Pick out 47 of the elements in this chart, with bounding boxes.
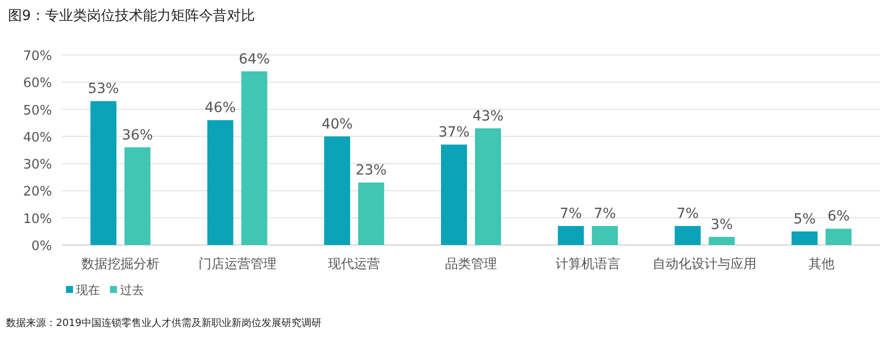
data-label: 36%: [122, 127, 153, 144]
x-tick-label: 门店运营管理: [198, 256, 276, 272]
data-label: 40%: [322, 116, 353, 132]
bar: [358, 182, 384, 245]
x-tick-label: 其他: [808, 257, 835, 272]
y-tick-label: 50%: [23, 103, 52, 118]
x-tick-label: 自动化设计与应用: [652, 256, 757, 272]
data-label: 37%: [438, 124, 470, 141]
data-label: 7%: [676, 206, 699, 222]
bar: [674, 226, 701, 245]
legend-label: 过去: [120, 283, 144, 297]
x-tick-label: 计算机语言: [555, 256, 620, 272]
chart-title: 图9：专业类岗位技术能力矩阵今昔对比: [8, 8, 255, 24]
source-note: 数据来源：2019中国连锁零售业人才供需及新职业新岗位发展研究调研: [6, 317, 322, 329]
bar: [558, 226, 584, 245]
bar: [792, 231, 818, 245]
data-label: 43%: [472, 108, 504, 124]
bar: [826, 228, 852, 245]
bar: [441, 144, 467, 245]
y-tick-label: 60%: [23, 76, 52, 92]
data-label: 23%: [356, 162, 387, 179]
x-tick-label: 数据挖掘分析: [81, 257, 160, 272]
y-tick-label: 0%: [31, 239, 52, 254]
bar: [124, 147, 150, 245]
y-tick-label: 20%: [23, 184, 52, 200]
legend-label: 现在: [76, 283, 100, 297]
bar: [324, 136, 350, 245]
data-label: 5%: [793, 211, 816, 228]
data-label: 53%: [88, 81, 119, 98]
bar: [708, 236, 735, 245]
bar: [207, 120, 234, 245]
bar: [475, 128, 501, 245]
bar: [90, 101, 116, 245]
data-label: 3%: [710, 216, 733, 233]
y-tick-label: 10%: [23, 212, 52, 227]
data-label: 7%: [560, 206, 582, 222]
y-tick-label: 70%: [23, 49, 52, 64]
y-tick-label: 40%: [23, 130, 52, 146]
data-label: 6%: [827, 208, 850, 225]
bar: [592, 226, 618, 245]
x-tick-label: 现代运营: [328, 257, 380, 272]
data-label: 7%: [594, 206, 616, 222]
y-tick-label: 30%: [23, 158, 52, 173]
data-label: 46%: [204, 100, 236, 116]
x-tick-label: 品类管理: [445, 257, 497, 272]
data-label: 64%: [238, 51, 270, 68]
bar: [241, 71, 268, 245]
